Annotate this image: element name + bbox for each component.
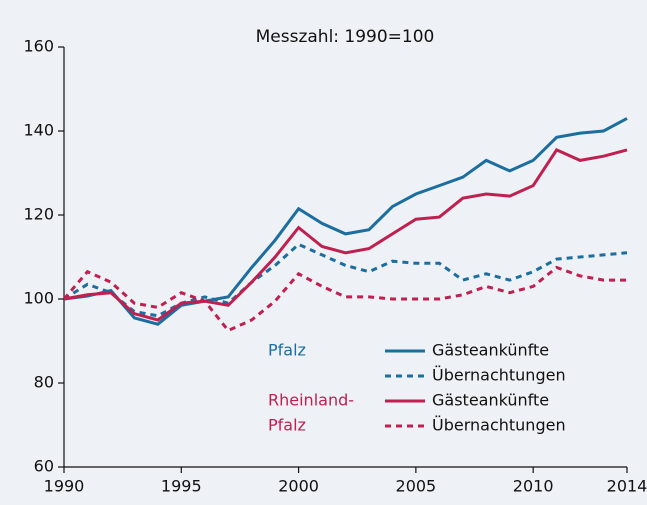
- y-tick-label: 60: [34, 457, 54, 476]
- legend-label: Gästeankünfte: [432, 341, 549, 360]
- x-tick-label: 2005: [396, 477, 437, 496]
- y-tick-label: 140: [23, 121, 54, 140]
- x-tick-label: 2014: [607, 477, 647, 496]
- series-line: [63, 117, 628, 326]
- y-tick-label: 160: [23, 37, 54, 56]
- legend-group-label: Rheinland-: [268, 391, 354, 410]
- legend-group-label: Pfalz: [268, 341, 306, 360]
- x-tick-label: 2010: [513, 477, 554, 496]
- y-tick-label: 100: [23, 289, 54, 308]
- x-tick-label: 2000: [278, 477, 319, 496]
- legend-label: Gästeankünfte: [432, 391, 549, 410]
- x-tick-label: 1990: [44, 477, 85, 496]
- legend-label: Übernachtungen: [432, 366, 566, 385]
- x-tick-label: 1995: [161, 477, 202, 496]
- series-line: [62, 265, 627, 333]
- y-tick-label: 80: [34, 373, 54, 392]
- series-line: [63, 148, 628, 322]
- series-line: [63, 242, 628, 318]
- legend-label: Übernachtungen: [432, 416, 566, 435]
- y-tick-label: 120: [23, 205, 54, 224]
- chart-title: Messzahl: 1990=100: [256, 27, 435, 47]
- legend-group-label: Pfalz: [268, 416, 306, 435]
